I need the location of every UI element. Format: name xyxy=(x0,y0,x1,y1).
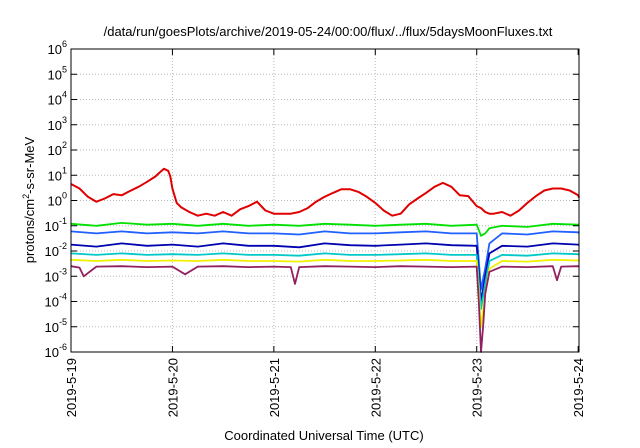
x-axis-ticks: 2019-5-19 2019-5-20 2019-5-21 2019-5-22 2019… xyxy=(64,49,586,417)
x-tick-label: 2019-5-19 xyxy=(64,358,79,417)
x-tick-label: 2019-5-20 xyxy=(165,358,180,417)
series-line-5 xyxy=(70,252,580,311)
y-tick-label: 104 xyxy=(48,90,67,108)
x-tick-label: 2019-5-21 xyxy=(267,358,282,417)
series-line-3 xyxy=(70,230,580,291)
y-tick-label: 100 xyxy=(48,191,67,209)
series-line-6 xyxy=(70,258,580,328)
series-line-1 xyxy=(70,167,580,217)
y-tick-label: 10-3 xyxy=(45,266,67,284)
y-tick-label: 106 xyxy=(48,39,67,57)
y-tick-label: 101 xyxy=(48,165,67,183)
y-axis-ticks: 10-6 10-5 10-4 10-3 10-2 10-1 100 101 102 103 104 1… xyxy=(45,39,579,360)
y-tick-label: 10-6 xyxy=(45,342,67,360)
y-tick-label: 10-2 xyxy=(45,241,67,259)
series-line-2 xyxy=(70,221,580,237)
y-tick-label: 103 xyxy=(48,115,67,133)
x-tick-label: 2019-5-24 xyxy=(571,358,586,417)
series-layer xyxy=(70,167,580,353)
series-line-4 xyxy=(70,242,580,303)
x-axis-label: Coordinated Universal Time (UTC) xyxy=(224,428,423,443)
y-axis-label-rest: -s-sr-MeV xyxy=(22,136,37,193)
grid xyxy=(71,49,579,352)
plot-frame xyxy=(70,48,580,353)
y-axis-label-main: protons/cm xyxy=(22,199,37,263)
x-tick-label: 2019-5-22 xyxy=(368,358,383,417)
chart-title: /data/run/goesPlots/archive/2019-05-24/0… xyxy=(104,24,553,39)
y-tick-label: 102 xyxy=(48,140,67,158)
y-axis-label: protons/cm2-s-sr-MeV xyxy=(21,136,37,263)
y-tick-label: 105 xyxy=(48,64,67,82)
y-axis-label-sup: 2 xyxy=(21,194,31,199)
y-tick-label: 10-1 xyxy=(45,216,67,234)
y-tick-label: 10-5 xyxy=(45,317,67,335)
y-tick-label: 10-4 xyxy=(45,292,67,310)
x-tick-label: 2019-5-23 xyxy=(470,358,485,417)
series-line-7 xyxy=(70,265,580,353)
